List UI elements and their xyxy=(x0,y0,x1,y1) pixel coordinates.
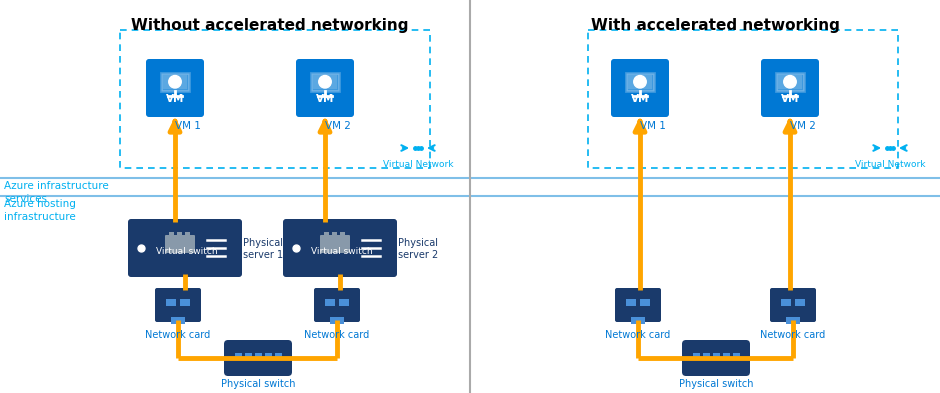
Circle shape xyxy=(634,75,646,88)
Text: Virtual switch: Virtual switch xyxy=(156,248,218,257)
FancyBboxPatch shape xyxy=(146,59,204,117)
Bar xyxy=(713,353,720,360)
Circle shape xyxy=(784,75,796,88)
Bar xyxy=(169,232,174,236)
Bar xyxy=(626,73,653,91)
Text: Physical switch: Physical switch xyxy=(221,379,295,389)
Bar xyxy=(180,299,190,306)
Bar xyxy=(703,353,710,360)
Bar xyxy=(778,75,802,89)
FancyBboxPatch shape xyxy=(314,288,360,322)
Bar xyxy=(631,317,645,324)
FancyBboxPatch shape xyxy=(320,235,350,253)
FancyBboxPatch shape xyxy=(761,59,819,117)
FancyBboxPatch shape xyxy=(224,340,292,376)
Text: Network card: Network card xyxy=(605,330,670,340)
FancyBboxPatch shape xyxy=(128,219,242,277)
Bar xyxy=(629,75,651,89)
Bar xyxy=(235,353,242,360)
Text: VM: VM xyxy=(631,94,650,105)
Bar xyxy=(311,73,338,91)
Bar xyxy=(324,232,329,236)
Text: Azure infrastructure
services: Azure infrastructure services xyxy=(4,181,109,204)
FancyBboxPatch shape xyxy=(615,288,661,322)
Text: Physical
server 1: Physical server 1 xyxy=(243,238,283,260)
Bar xyxy=(177,232,182,236)
Bar xyxy=(339,299,349,306)
Bar xyxy=(776,73,804,91)
Bar xyxy=(120,30,430,168)
Text: Azure hosting
infrastructure: Azure hosting infrastructure xyxy=(4,199,76,222)
Bar xyxy=(795,299,805,306)
Text: Network card: Network card xyxy=(760,330,825,340)
Bar xyxy=(164,75,186,89)
Bar xyxy=(640,299,650,306)
Bar xyxy=(330,317,344,324)
Text: VM 2: VM 2 xyxy=(325,121,351,131)
Text: Virtual Network: Virtual Network xyxy=(854,160,925,169)
FancyBboxPatch shape xyxy=(165,235,195,253)
Text: VM 1: VM 1 xyxy=(640,121,666,131)
Bar xyxy=(332,232,337,236)
Text: Without accelerated networking: Without accelerated networking xyxy=(132,18,409,33)
Bar xyxy=(171,317,185,324)
Bar xyxy=(275,353,282,360)
FancyBboxPatch shape xyxy=(155,288,201,322)
Bar xyxy=(265,353,272,360)
Bar xyxy=(255,353,262,360)
Bar xyxy=(325,299,335,306)
Bar xyxy=(781,299,791,306)
Text: Physical switch: Physical switch xyxy=(679,379,753,389)
Text: Virtual Network: Virtual Network xyxy=(383,160,453,169)
Bar xyxy=(693,353,700,360)
Bar xyxy=(340,232,345,236)
Bar xyxy=(733,353,740,360)
Bar xyxy=(626,299,636,306)
Circle shape xyxy=(169,75,181,88)
Bar xyxy=(723,353,730,360)
Bar xyxy=(786,317,800,324)
Text: VM 1: VM 1 xyxy=(175,121,201,131)
FancyBboxPatch shape xyxy=(296,59,354,117)
Text: VM: VM xyxy=(781,94,799,105)
Text: VM 2: VM 2 xyxy=(790,121,816,131)
Bar xyxy=(185,232,190,236)
FancyBboxPatch shape xyxy=(770,288,816,322)
Bar xyxy=(245,353,252,360)
Text: Physical
server 2: Physical server 2 xyxy=(398,238,438,260)
Text: VM: VM xyxy=(165,94,184,105)
Text: Virtual switch: Virtual switch xyxy=(311,248,373,257)
Text: Network card: Network card xyxy=(146,330,211,340)
Bar xyxy=(588,30,898,168)
Text: With accelerated networking: With accelerated networking xyxy=(590,18,839,33)
Bar xyxy=(162,73,189,91)
FancyBboxPatch shape xyxy=(682,340,750,376)
FancyBboxPatch shape xyxy=(611,59,669,117)
Bar xyxy=(313,75,337,89)
Text: Network card: Network card xyxy=(305,330,369,340)
FancyBboxPatch shape xyxy=(283,219,397,277)
Circle shape xyxy=(319,75,331,88)
Bar xyxy=(166,299,176,306)
Text: VM: VM xyxy=(316,94,335,105)
